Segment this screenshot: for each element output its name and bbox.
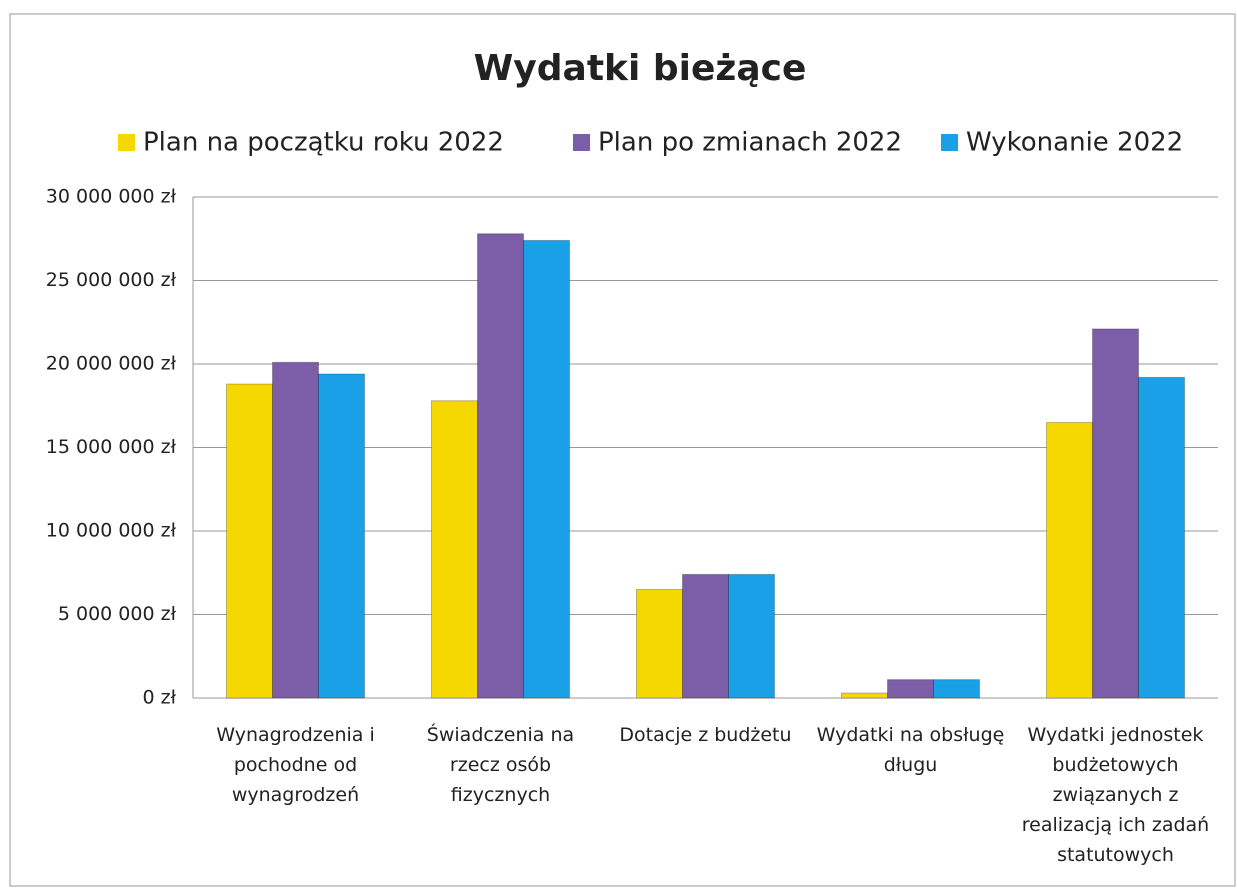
- bar: [226, 383, 273, 699]
- bar: [1046, 421, 1093, 699]
- bar: [887, 679, 934, 699]
- y-tick-label: 15 000 000 zł: [46, 436, 177, 458]
- bar: [933, 679, 980, 699]
- x-tick-label: Świadczenia na rzecz osób fizycznych: [426, 724, 575, 806]
- legend-label: Wykonanie 2022: [966, 128, 1183, 158]
- chart-title: Wydatki bieżące: [474, 48, 807, 89]
- y-tick-label: 0 zł: [142, 687, 176, 709]
- bar: [841, 692, 888, 699]
- bar: [477, 233, 524, 699]
- bar: [1138, 376, 1185, 699]
- bar: [523, 239, 570, 699]
- legend-swatch: [118, 134, 135, 151]
- x-tick-label: Wynagrodzenia i pochodne od wynagrodzeń: [216, 724, 375, 806]
- legend-label: Plan po zmianach 2022: [598, 128, 902, 158]
- y-tick-label: 30 000 000 zł: [46, 186, 177, 208]
- bar: [636, 588, 683, 699]
- legend-swatch: [941, 134, 958, 151]
- y-tick-label: 10 000 000 zł: [46, 520, 177, 542]
- y-tick-label: 5 000 000 zł: [58, 603, 177, 625]
- bar: [1092, 328, 1139, 699]
- chart-frame: [9, 13, 1236, 887]
- y-tick-label: 25 000 000 zł: [46, 269, 177, 291]
- x-tick-label: Dotacje z budżetu: [619, 724, 792, 746]
- x-tick-label: Wydatki jednostek budżetowych związanych…: [1021, 724, 1210, 866]
- y-tick-label: 20 000 000 zł: [46, 353, 177, 375]
- bar: [682, 573, 729, 699]
- bar: [318, 373, 365, 699]
- bar: [728, 573, 775, 699]
- bar: [272, 361, 319, 699]
- x-tick-label: Wydatki na obsługę długu: [816, 724, 1005, 776]
- legend-label: Plan na początku roku 2022: [143, 128, 504, 158]
- bar: [431, 400, 478, 699]
- legend-swatch: [573, 134, 590, 151]
